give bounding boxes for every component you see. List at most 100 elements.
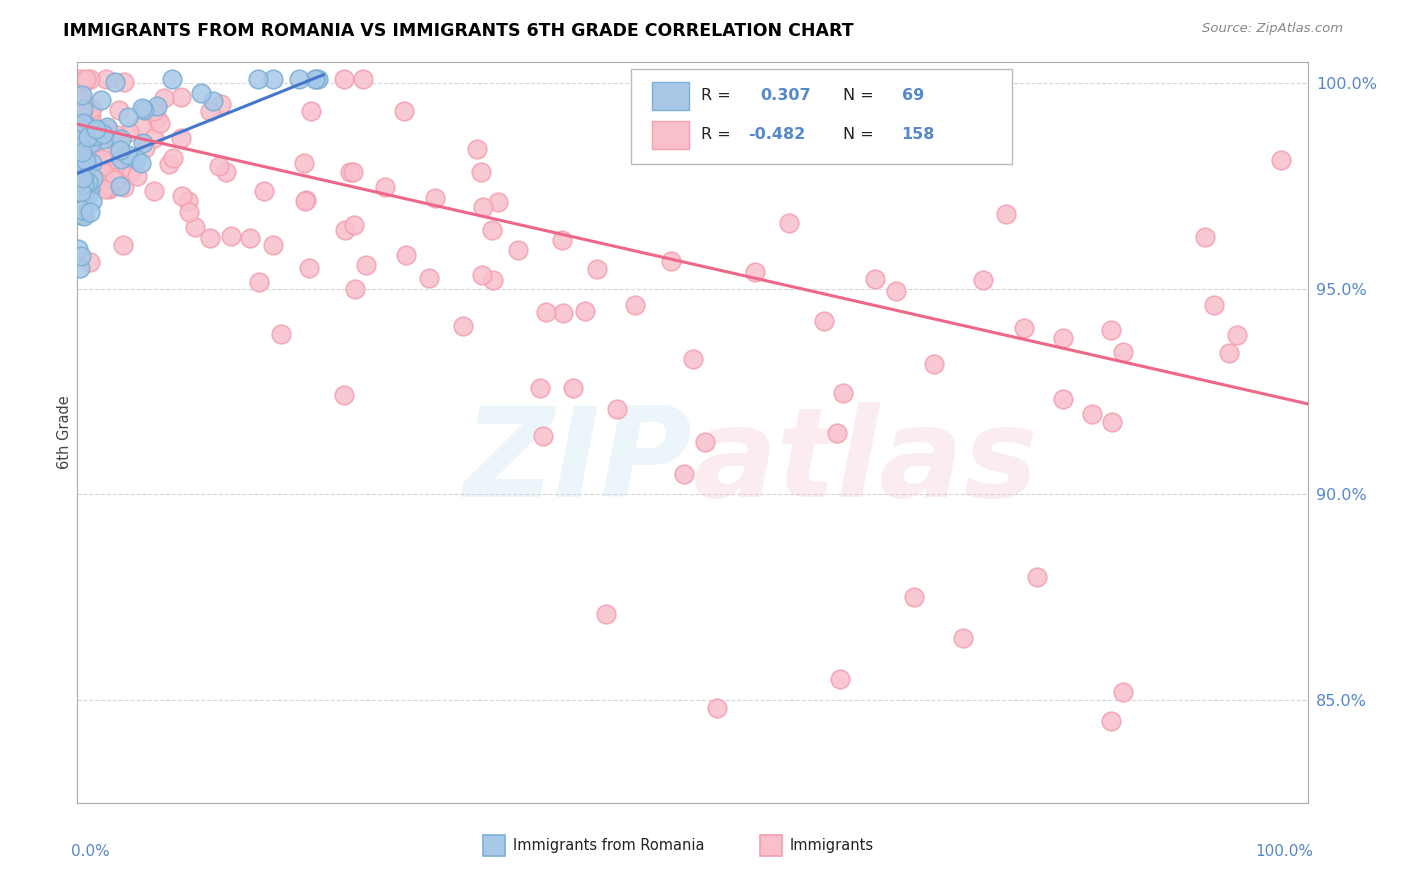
Point (69, 185, 91, 199)
Point (832, 386, 855, 401)
Text: Source: ZipAtlas.com: Source: ZipAtlas.com (1202, 22, 1343, 36)
Point (294, 194, 316, 208)
Point (67, 205, 90, 219)
Bar (761, 836, 782, 856)
Point (69, 71, 91, 86)
Point (86, 153, 108, 168)
Point (91, 165, 114, 179)
Point (80, 136, 103, 151)
Point (91, 128, 114, 142)
Text: ZIP: ZIP (464, 401, 693, 523)
Text: 158: 158 (901, 128, 935, 143)
Point (98, 180, 121, 194)
Text: N =: N = (842, 128, 879, 143)
Point (129, 156, 152, 170)
Point (70, 88, 93, 103)
Point (145, 99, 167, 113)
Point (221, 229, 243, 244)
Point (96, 71, 118, 86)
Point (112, 75, 135, 89)
Point (672, 467, 695, 481)
Point (262, 71, 284, 86)
Point (66, 242, 89, 256)
Point (134, 103, 156, 118)
Point (72, 173, 94, 187)
Point (75, 118, 97, 132)
Point (972, 273, 994, 287)
Point (270, 326, 292, 341)
Point (79, 108, 101, 122)
Point (70, 130, 93, 145)
Point (307, 71, 329, 86)
Point (143, 184, 166, 198)
Text: Immigrants from Romania: Immigrants from Romania (513, 838, 704, 854)
Point (72, 151, 94, 165)
Point (418, 271, 440, 285)
Point (75, 111, 97, 125)
Bar (652, 121, 689, 149)
Point (75, 100, 97, 114)
Point (184, 219, 207, 234)
Point (342, 165, 364, 179)
Point (561, 381, 583, 395)
Point (470, 164, 492, 178)
Point (66, 153, 89, 167)
Point (335, 223, 357, 237)
Point (659, 254, 682, 268)
Text: 0.0%: 0.0% (72, 844, 110, 858)
Point (354, 258, 377, 272)
Point (118, 125, 141, 139)
Point (84, 129, 107, 144)
Point (111, 238, 134, 252)
Point (295, 193, 318, 207)
Point (103, 161, 125, 176)
Point (551, 233, 574, 247)
Bar (484, 836, 506, 856)
Point (80, 101, 103, 115)
Point (67, 128, 90, 143)
Point (1026, 569, 1049, 583)
Point (67, 166, 90, 180)
Point (69, 208, 91, 222)
Point (813, 314, 835, 328)
Point (73, 185, 96, 199)
Point (75, 71, 97, 86)
Point (94, 131, 117, 145)
Point (157, 156, 180, 170)
Point (606, 401, 628, 416)
Point (1099, 714, 1122, 728)
Point (76, 144, 98, 158)
Point (200, 104, 222, 119)
Point (132, 136, 155, 150)
Point (77, 102, 100, 116)
Point (395, 248, 418, 262)
Point (198, 231, 221, 245)
Point (70, 208, 93, 222)
Point (153, 91, 176, 105)
Point (177, 205, 200, 219)
Text: IMMIGRANTS FROM ROMANIA VS IMMIGRANTS 6TH GRADE CORRELATION CHART: IMMIGRANTS FROM ROMANIA VS IMMIGRANTS 6T… (63, 22, 853, 40)
Point (67, 161, 90, 175)
Point (995, 206, 1018, 220)
Point (304, 71, 326, 86)
Text: R =: R = (702, 128, 735, 143)
Point (84, 173, 107, 187)
Point (208, 160, 231, 174)
Point (143, 104, 166, 119)
Point (89, 168, 111, 182)
Point (69, 120, 91, 134)
Text: R =: R = (702, 88, 741, 103)
Point (70, 202, 93, 217)
Point (333, 388, 356, 402)
Point (90, 152, 112, 166)
Point (706, 701, 728, 715)
Point (170, 90, 193, 104)
Point (247, 71, 270, 86)
Point (69, 175, 91, 189)
Point (778, 216, 800, 230)
Point (67, 108, 90, 122)
Point (299, 103, 322, 118)
Point (177, 194, 200, 208)
Point (75, 154, 97, 169)
Point (129, 120, 152, 134)
